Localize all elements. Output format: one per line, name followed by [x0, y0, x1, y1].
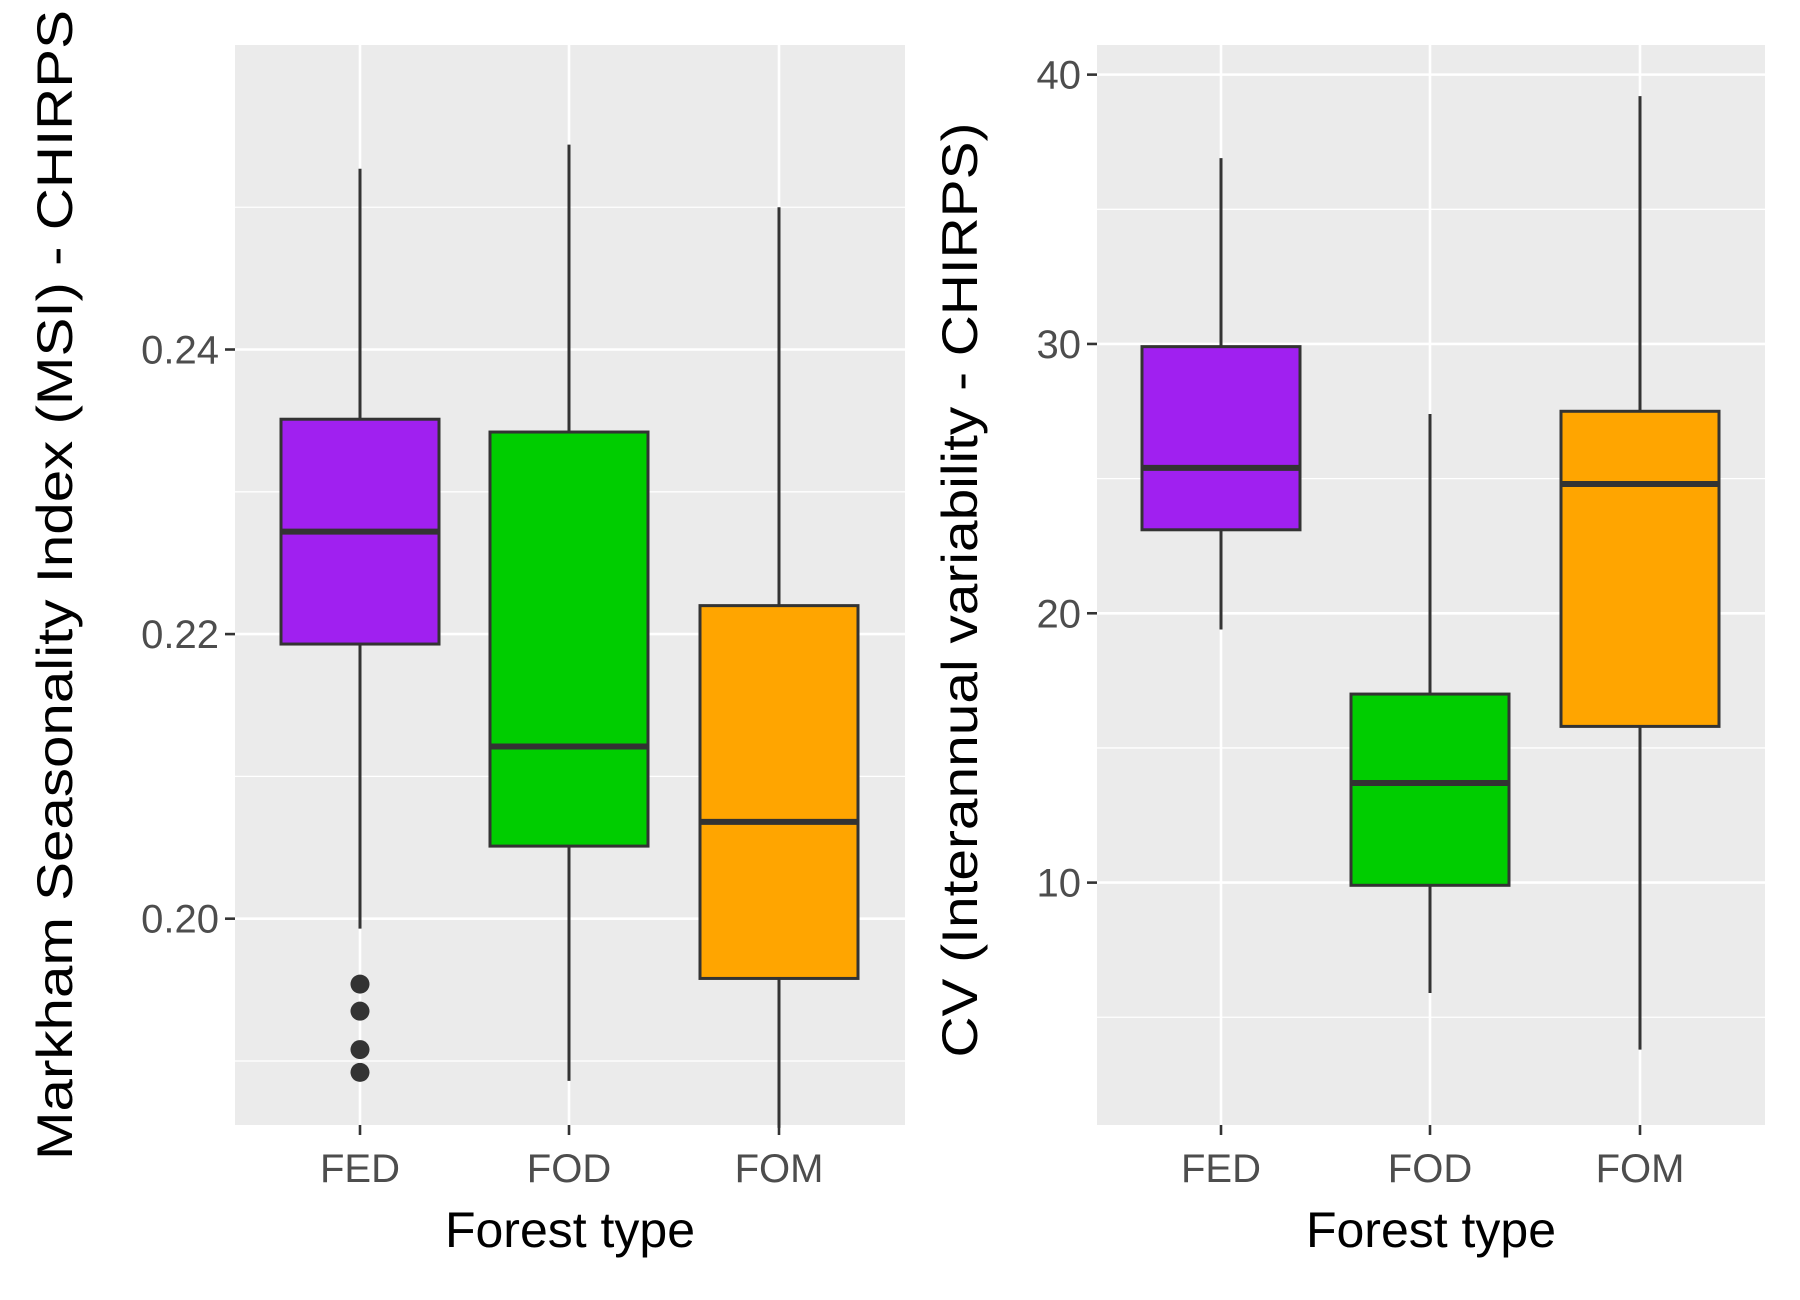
x-tick-label: FED [320, 1147, 400, 1191]
iqr-box [488, 430, 650, 848]
box-fom [1559, 96, 1721, 1050]
y-tick-label: 10 [1037, 862, 1082, 906]
y-axis-title: Markham Seasonality Index (MSI) - CHIRPS [27, 10, 83, 1160]
x-tick-label: FOD [527, 1147, 611, 1191]
x-tick-label: FED [1181, 1147, 1261, 1191]
outlier-point [350, 974, 370, 994]
x-axis-title: Forest type [1306, 1202, 1556, 1258]
y-tick-label: 30 [1037, 323, 1082, 367]
y-tick-label: 20 [1037, 592, 1082, 636]
iqr-box [1140, 345, 1302, 532]
outlier-point [350, 1040, 370, 1060]
iqr-box [1559, 409, 1721, 728]
box-fed [1140, 158, 1302, 630]
left-panel: 0.20 0.22 0.24 FED FOD FOM Forest type Markham … [27, 10, 905, 1258]
box-fod [488, 144, 650, 1081]
right-panel: 10 20 30 40 FED FOD FOM Forest type CV (Interann… [932, 45, 1765, 1258]
box-fed [279, 168, 441, 1082]
x-tick-label: FOM [1596, 1147, 1685, 1191]
outlier-point [350, 1062, 370, 1082]
box-fom [698, 207, 860, 1128]
iqr-box [698, 604, 860, 980]
y-tick-label: 0.20 [141, 898, 219, 942]
outlier-point [350, 1001, 370, 1021]
box-fod [1349, 413, 1511, 994]
x-axis-title: Forest type [445, 1202, 695, 1258]
y-tick-label: 0.22 [141, 613, 219, 657]
y-axis-title: CV (Interannual variability - CHIRPS) [932, 123, 988, 1058]
y-tick-label: 40 [1037, 54, 1082, 98]
iqr-box [1349, 692, 1511, 887]
x-tick-label: FOM [735, 1147, 824, 1191]
y-tick-label: 0.24 [141, 329, 219, 373]
x-tick-label: FOD [1388, 1147, 1472, 1191]
